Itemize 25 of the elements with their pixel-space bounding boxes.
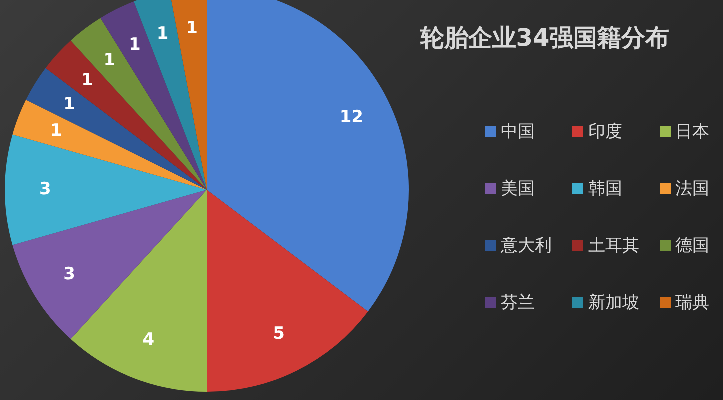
legend-label: 新加坡 [588,292,640,314]
data-label: 1 [50,121,62,142]
legend-label: 日本 [676,121,710,143]
legend-label: 韩国 [588,178,622,200]
legend-label: 法国 [676,178,710,200]
text: 轮胎企业34强国籍分布 [419,23,671,54]
legend-label: 中国 [501,121,535,143]
data-label: 3 [64,264,76,284]
data-label: 3 [39,179,52,200]
legend-label: 德国 [676,235,710,257]
data-label: 1 [129,34,141,55]
data-label: 1 [82,70,94,91]
legend-label: 芬兰 [501,292,535,314]
legend-label: 美国 [501,178,535,200]
data-label: 5 [273,324,285,344]
legend-label: 瑞典 [676,292,710,314]
legend-label: 意大利 [501,235,552,257]
data-label: 1 [156,24,169,44]
legend-label: 印度 [588,121,622,143]
data-label: 12 [340,107,364,128]
legend-label: 土耳其 [588,235,640,257]
data-label: 1 [186,18,198,39]
data-label: 4 [142,330,155,350]
data-label: 1 [104,50,116,70]
data-label: 1 [64,94,76,114]
